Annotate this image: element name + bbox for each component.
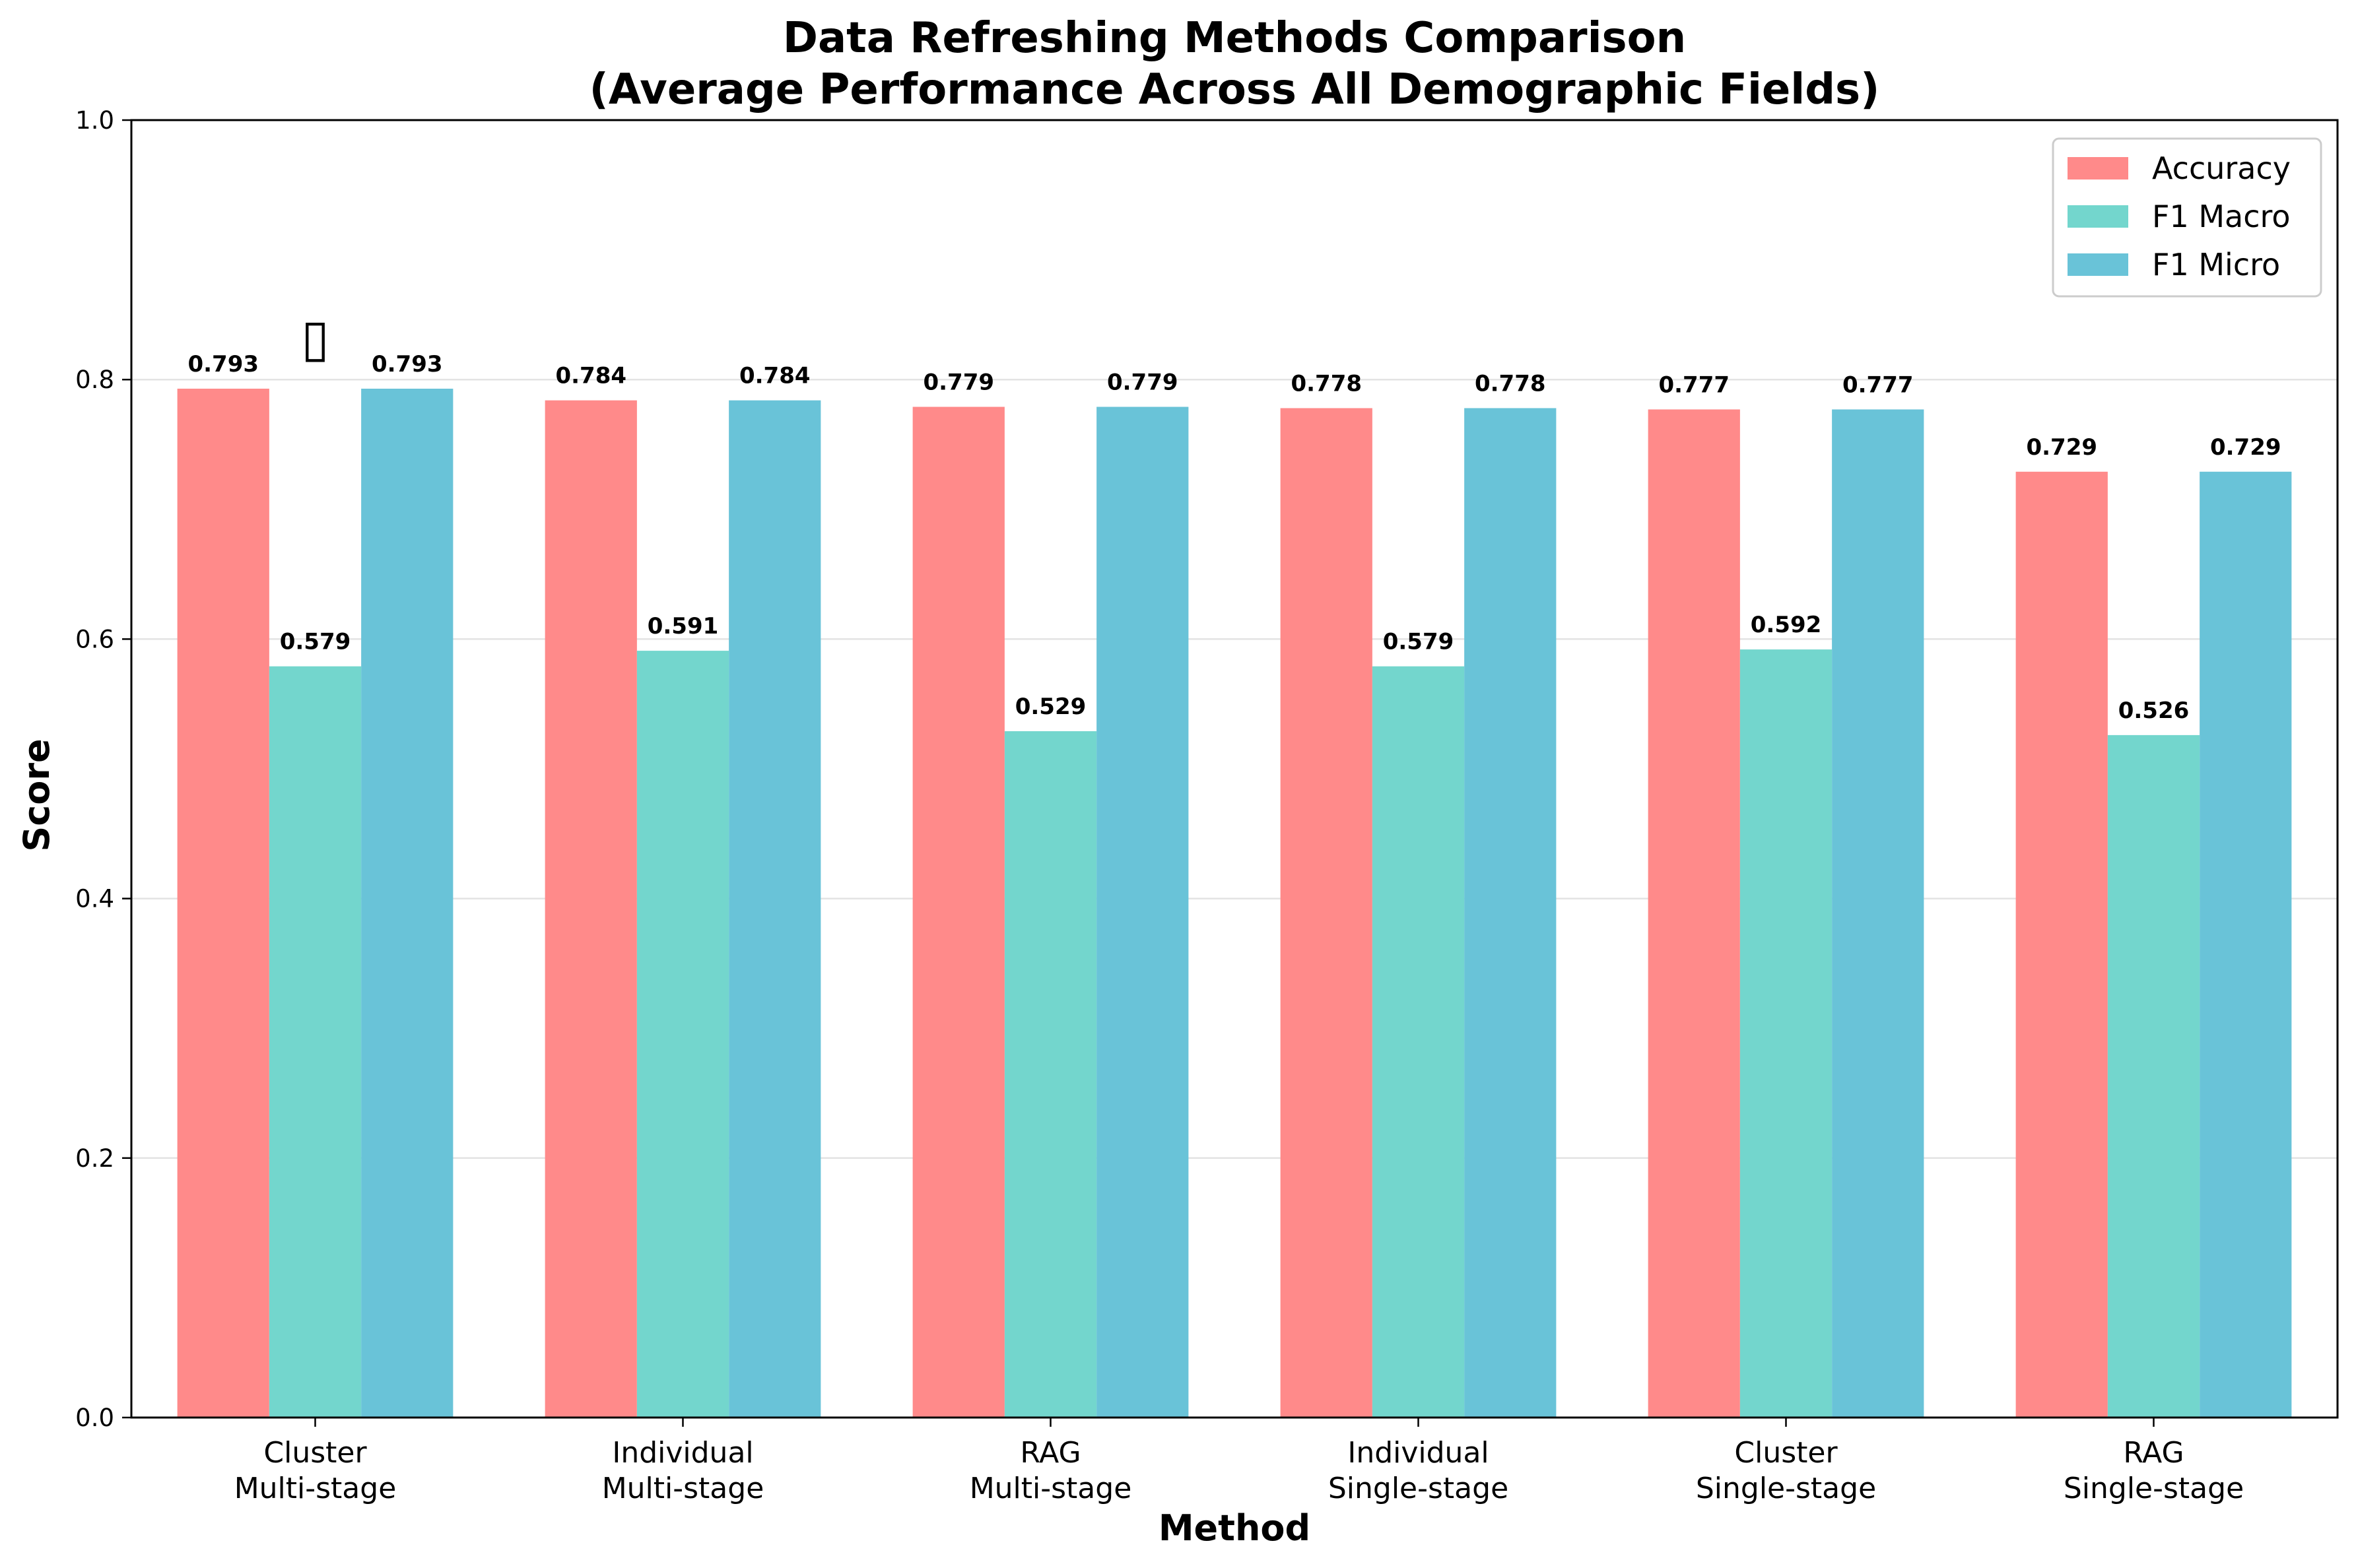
bar <box>1832 409 1924 1418</box>
x-tick-label: RAG <box>1020 1436 1081 1470</box>
data-label: 0.579 <box>1383 629 1454 655</box>
legend: Accuracy F1 Macro F1 Micro <box>2052 137 2322 298</box>
bar <box>545 400 637 1418</box>
legend-swatch <box>2068 157 2128 180</box>
data-label: 0.779 <box>1107 369 1178 395</box>
chart-title: Data Refreshing Methods Comparison <box>783 14 1686 63</box>
bar <box>177 388 269 1418</box>
data-label: 0.778 <box>1291 370 1362 397</box>
legend-label: F1 Macro <box>2152 199 2291 234</box>
x-tick-label: Single-stage <box>1696 1472 1876 1505</box>
data-labels: 0.793 0.579 0.793 0.784 0.591 0.784 0.779 0.529… <box>187 309 2281 724</box>
data-label: 0.779 <box>923 369 994 395</box>
bar <box>2200 471 2292 1418</box>
x-tick-label: Multi-stage <box>970 1472 1132 1505</box>
bar <box>2015 471 2108 1418</box>
y-tick-label: 1.0 <box>75 106 114 135</box>
bar <box>636 651 729 1418</box>
data-label: 0.592 <box>1751 612 1822 638</box>
x-tick-label: Multi-stage <box>602 1472 764 1505</box>
data-label: 0.529 <box>1015 694 1087 720</box>
tick-labels: 0.00.20.40.60.81.0ClusterMulti-stageIndi… <box>75 106 2244 1505</box>
data-label: 0.526 <box>2118 698 2190 724</box>
legend-swatch <box>2068 253 2128 276</box>
legend-label: F1 Micro <box>2152 247 2280 282</box>
bar <box>361 388 454 1418</box>
bars <box>177 388 2292 1418</box>
gridlines <box>131 378 2338 1160</box>
plot-frame <box>130 119 2339 1419</box>
x-tick-label: RAG <box>2123 1436 2184 1470</box>
data-label: 0.778 <box>1475 370 1546 397</box>
y-tick-label: 0.2 <box>75 1144 114 1173</box>
chart-subtitle: (Average Performance Across All Demograp… <box>589 65 1880 114</box>
bar <box>1096 407 1189 1418</box>
x-tick-label: Individual <box>612 1436 753 1470</box>
legend-swatch <box>2068 205 2128 228</box>
data-label: 0.793 <box>372 351 443 377</box>
bar <box>1372 666 1465 1418</box>
data-label: 0.793 <box>187 351 259 377</box>
y-tick-label: 0.4 <box>75 885 114 913</box>
bar <box>1464 408 1557 1418</box>
bar <box>1004 731 1097 1418</box>
x-tick-label: Cluster <box>1734 1436 1838 1470</box>
bar <box>269 666 362 1418</box>
data-label: 0.784 <box>555 363 626 389</box>
data-label: 0.777 <box>1658 372 1730 398</box>
x-tick-label: Cluster <box>263 1436 367 1470</box>
bar <box>2107 735 2200 1418</box>
x-tick-label: Single-stage <box>2064 1472 2244 1505</box>
x-axis-label: Method <box>1159 1507 1310 1549</box>
x-tick-label: Multi-stage <box>234 1472 397 1505</box>
x-tick-label: Single-stage <box>1328 1472 1508 1505</box>
data-label: 0.784 <box>739 363 811 389</box>
data-label: 0.729 <box>2026 434 2097 461</box>
bar <box>1648 409 1740 1418</box>
x-tick-label: Individual <box>1347 1436 1489 1470</box>
bar <box>1280 408 1372 1418</box>
data-label: 0.579 <box>280 629 351 655</box>
data-label: 0.777 <box>1842 372 1914 398</box>
data-label: 0.729 <box>2210 434 2281 461</box>
y-axis-label: Score <box>16 738 57 851</box>
y-tick-label: 0.0 <box>75 1404 114 1432</box>
bar <box>912 407 1005 1418</box>
y-tick-label: 0.6 <box>75 625 114 653</box>
y-tick-label: 0.8 <box>75 366 114 394</box>
bar <box>1739 649 1833 1418</box>
axes <box>122 119 2339 1427</box>
best-marker-icon: ▯ <box>301 309 329 368</box>
legend-label: Accuracy <box>2152 150 2291 186</box>
bar <box>729 400 821 1418</box>
data-label: 0.591 <box>648 613 719 639</box>
